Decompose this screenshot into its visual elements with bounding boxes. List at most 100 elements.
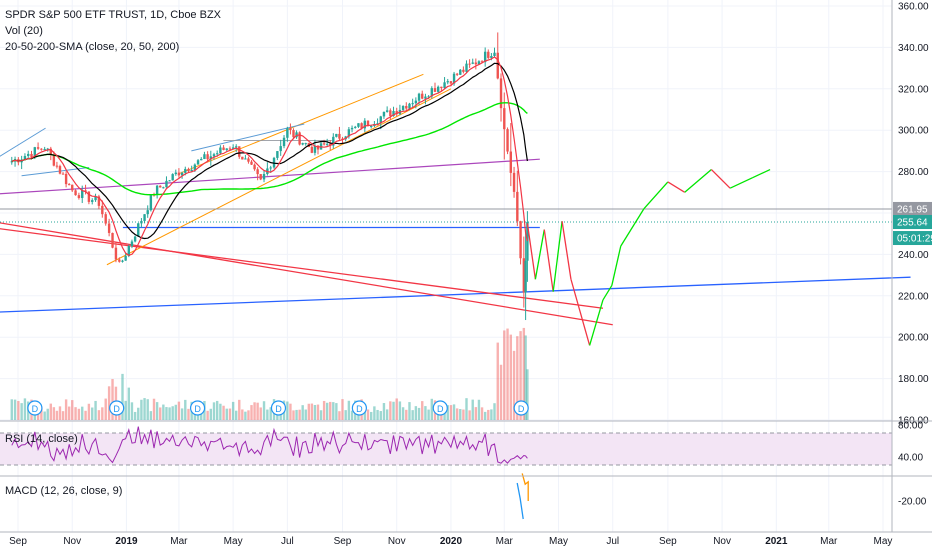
volume-bar [171, 406, 174, 420]
price-candle [462, 69, 465, 72]
price-candle [379, 116, 382, 124]
projection-up-leg [589, 299, 604, 346]
volume-bar [121, 373, 124, 420]
price-candle [165, 180, 168, 188]
price-candle [200, 158, 203, 161]
price-candle [465, 63, 468, 72]
orange-channel-lower [106, 88, 452, 266]
price-candle [187, 168, 190, 172]
price-candle [177, 172, 181, 176]
sma-20-line [11, 56, 528, 256]
dividend-marker[interactable] [432, 400, 448, 416]
volume-bar [256, 402, 259, 420]
time-tick-label: Nov [63, 536, 81, 547]
volume-bar [94, 400, 97, 420]
time-tick-label: Jul [606, 536, 619, 547]
dividend-marker[interactable] [351, 400, 367, 416]
volume-bar [184, 399, 187, 420]
volume-bar [269, 407, 272, 420]
volume-bar [238, 399, 241, 420]
volume-bar [155, 402, 159, 420]
price-candle [332, 136, 335, 146]
price-candle [452, 73, 456, 84]
dividend-marker-label: D [32, 404, 39, 414]
volume-bar [401, 407, 405, 420]
trend-drawings[interactable] [0, 73, 911, 326]
price-candle [360, 123, 363, 129]
volume-bar [40, 407, 43, 420]
price-candle [43, 148, 46, 150]
volume-bar [149, 411, 153, 420]
sma-legend[interactable]: 20-50-200-SMA (close, 20, 50, 200) [5, 41, 180, 53]
price-candle [77, 195, 81, 198]
time-tick-label: 2021 [765, 536, 788, 547]
time-tick-label: Mar [820, 536, 838, 547]
price-candle [212, 154, 216, 157]
time-tick-label: 2020 [440, 536, 463, 547]
price-candle [190, 169, 193, 172]
price-tick-label: 280.00 [898, 167, 929, 178]
price-candle [137, 223, 140, 237]
dividend-marker[interactable] [109, 400, 125, 416]
volume-bar [487, 409, 490, 420]
time-tick-label: Nov [388, 536, 406, 547]
price-candle [259, 174, 262, 180]
price-candle [262, 174, 266, 180]
volume-bar [341, 399, 344, 420]
price-candle [298, 132, 301, 145]
macd-panel [516, 473, 529, 520]
rsi-band [0, 433, 892, 465]
volume-bar [286, 401, 289, 420]
projection-down-leg [667, 181, 686, 193]
projection-up-leg [620, 208, 645, 247]
price-candle [316, 145, 320, 150]
price-candle [27, 153, 30, 157]
volume-bar [408, 402, 411, 420]
dividend-marker[interactable] [189, 400, 206, 416]
dividend-marker[interactable] [27, 400, 43, 416]
volume-bar [496, 342, 499, 420]
volume-bar [405, 409, 408, 420]
volume-bar [465, 398, 468, 420]
price-candle [168, 180, 171, 182]
projection-up-leg [752, 168, 771, 179]
price-candle [87, 191, 91, 202]
price-candle [130, 241, 134, 247]
price-candle [421, 93, 424, 99]
volume-bar [385, 409, 389, 420]
volume-bar [10, 399, 13, 420]
price-tag-label: 05:01:29 [897, 234, 932, 245]
dividend-marker[interactable] [513, 400, 529, 416]
rsi-legend[interactable]: RSI (14, close) [5, 433, 78, 445]
volume-bar [522, 327, 526, 420]
volume-bar [506, 328, 509, 420]
price-tick-label: 360.00 [898, 2, 929, 13]
price-candle [446, 81, 449, 83]
price-candle [101, 205, 104, 215]
price-candle [269, 167, 272, 169]
symbol-legend[interactable]: SPDR S&P 500 ETF TRUST, 1D, Cboe BZX [5, 9, 222, 21]
price-candle [506, 129, 509, 152]
volume-bar [174, 404, 177, 420]
volume-legend[interactable]: Vol (20) [5, 25, 43, 37]
price-candle [405, 105, 408, 109]
price-candle [276, 151, 279, 158]
price-candle [414, 100, 418, 104]
price-tick-label: 240.00 [898, 250, 929, 261]
volume-bar [519, 331, 522, 420]
price-candle [350, 127, 354, 130]
volume-bar [363, 407, 367, 420]
volume-bar [480, 407, 484, 420]
price-tick-label: 320.00 [898, 84, 929, 95]
price-candle [382, 111, 386, 117]
price-candle [487, 51, 490, 58]
price-candle [443, 82, 446, 88]
volume-bar [146, 399, 149, 420]
dividend-marker[interactable] [270, 400, 287, 416]
price-candle [235, 146, 238, 148]
volume-bar [503, 330, 506, 420]
price-candle [366, 120, 370, 127]
macd-legend[interactable]: MACD (12, 26, close, 9) [5, 485, 123, 497]
